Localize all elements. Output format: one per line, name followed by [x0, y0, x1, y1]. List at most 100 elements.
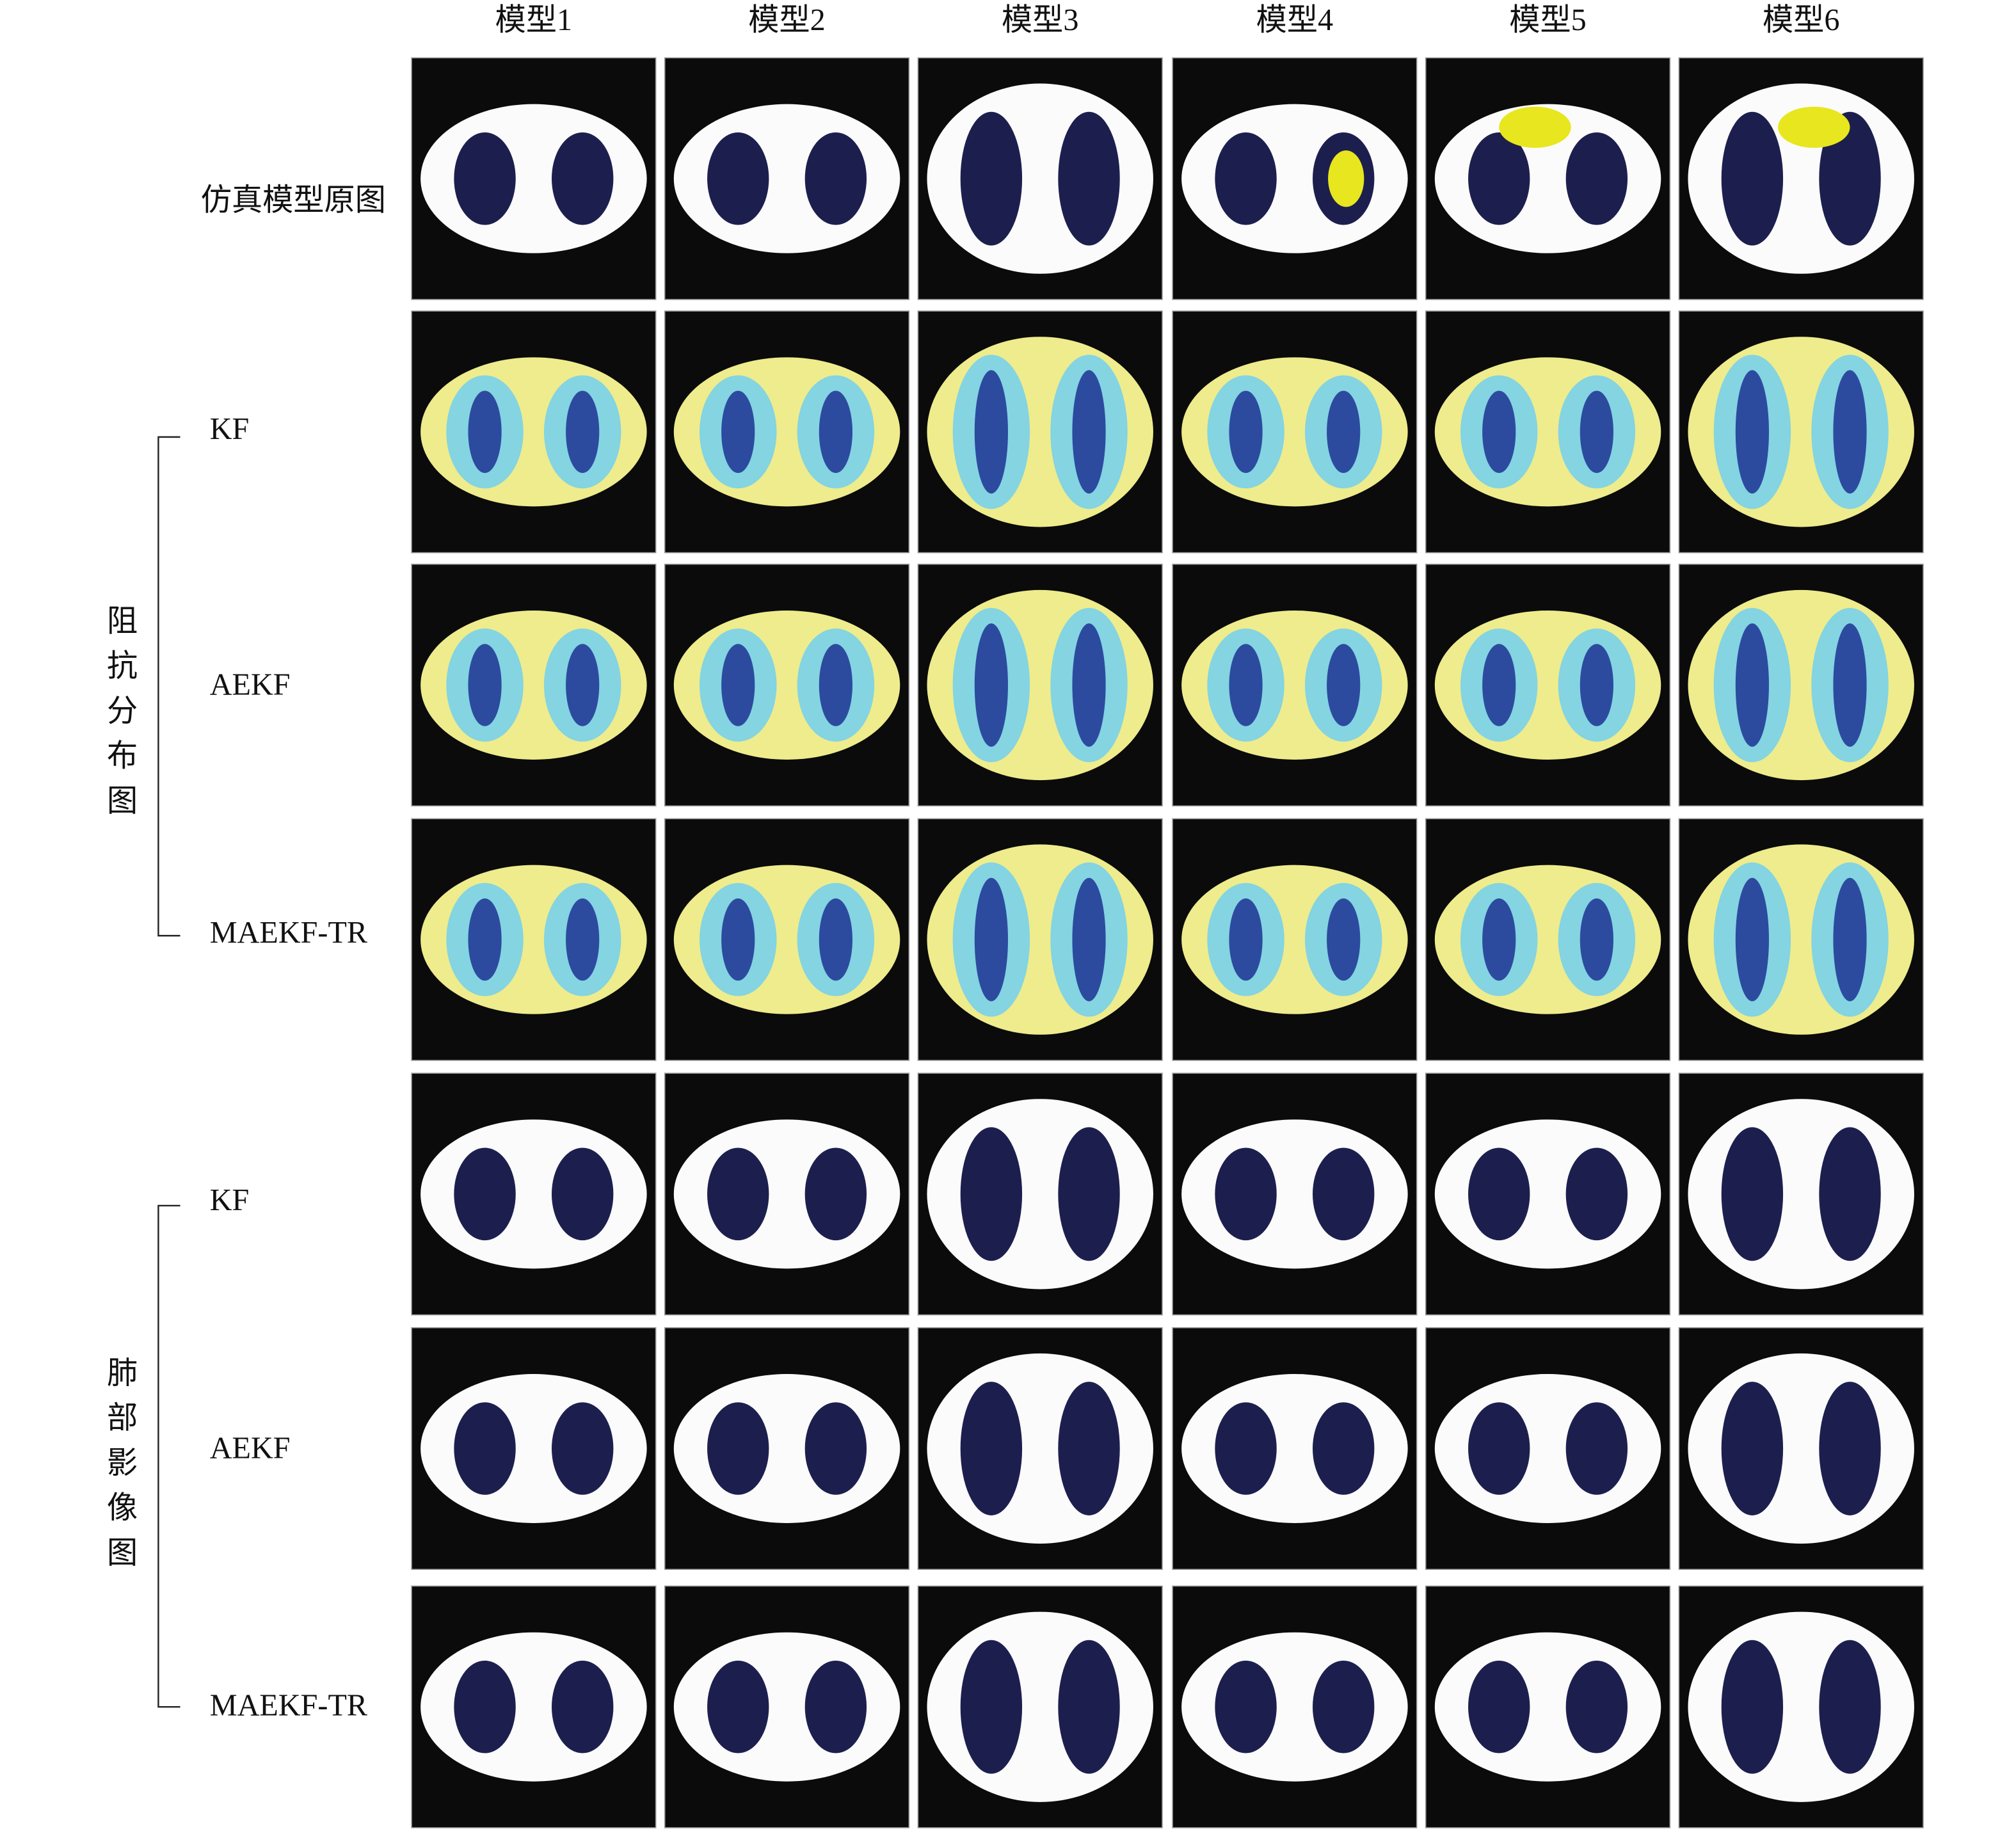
lung-inner [1072, 370, 1106, 494]
image-panel [1425, 57, 1671, 300]
lung-inner [468, 390, 502, 474]
lung [960, 1382, 1023, 1515]
image-panel [1425, 1585, 1671, 1828]
image-panel [664, 310, 910, 554]
lung [454, 1402, 516, 1495]
lung [1565, 1402, 1628, 1495]
lung [1468, 132, 1530, 225]
lung [1215, 1402, 1277, 1495]
lung-inner [1327, 390, 1361, 474]
lung [804, 1660, 867, 1753]
lesion [1778, 106, 1850, 148]
image-panel [917, 818, 1163, 1061]
lung [552, 1660, 614, 1753]
group-bracket [157, 436, 180, 937]
row-label: MAEKF-TR [210, 916, 368, 950]
image-panel [1425, 1073, 1671, 1316]
lung [1215, 1147, 1277, 1241]
lung [1312, 1660, 1375, 1753]
lung [1721, 111, 1784, 246]
lung-inner [566, 644, 600, 726]
image-panel [1425, 1327, 1671, 1570]
lung-inner [1833, 877, 1867, 1002]
row-label: AEKF [210, 1432, 291, 1466]
lung [1058, 111, 1120, 246]
lung-inner [1482, 390, 1516, 474]
group-bracket [157, 1204, 180, 1708]
lung-inner [1580, 898, 1613, 981]
lung [1819, 1382, 1881, 1515]
image-panel [917, 1327, 1163, 1570]
lung-inner [721, 644, 755, 726]
lung [1058, 1382, 1120, 1515]
lung-inner [974, 877, 1008, 1002]
lung-inner [1833, 370, 1867, 494]
lung [1468, 1660, 1530, 1753]
image-panel [664, 1327, 910, 1570]
image-panel [1172, 1327, 1418, 1570]
image-panel [917, 563, 1163, 807]
lung [552, 1147, 614, 1241]
lung-inner [1580, 390, 1613, 474]
image-panel [917, 1585, 1163, 1828]
lung [1721, 1127, 1784, 1261]
column-header: 模型5 [1509, 3, 1586, 37]
image-panel [1172, 818, 1418, 1061]
image-panel [917, 310, 1163, 554]
lung [454, 1660, 516, 1753]
image-panel [1678, 57, 1924, 300]
lung [804, 1402, 867, 1495]
lung [804, 132, 867, 225]
lung-inner [1580, 644, 1613, 726]
column-header: 模型6 [1763, 3, 1839, 37]
lung-inner [1735, 623, 1769, 747]
image-panel [1678, 1073, 1924, 1316]
lung-inner [468, 644, 502, 726]
lung-inner [721, 898, 755, 981]
image-panel [1172, 1585, 1418, 1828]
column-header: 模型2 [748, 3, 825, 37]
lung [1565, 1660, 1628, 1753]
lung-inner [566, 390, 600, 474]
lung [552, 1402, 614, 1495]
lung [1312, 1402, 1375, 1495]
image-panel [1678, 1585, 1924, 1828]
image-panel [1425, 563, 1671, 807]
image-panel [1172, 1073, 1418, 1316]
lung-inner [1833, 623, 1867, 747]
image-panel [917, 57, 1163, 300]
image-panel [1172, 57, 1418, 300]
lung [1215, 1660, 1277, 1753]
image-panel [664, 1585, 910, 1828]
lung [1468, 1402, 1530, 1495]
lung [1819, 1127, 1881, 1261]
lung [804, 1147, 867, 1241]
image-panel [917, 1073, 1163, 1316]
group-label: 肺部影像图 [102, 1356, 137, 1581]
lung [1565, 1147, 1628, 1241]
image-panel [1425, 818, 1671, 1061]
image-panel [1678, 1327, 1924, 1570]
lung [707, 1402, 769, 1495]
lung-inner [819, 644, 852, 726]
column-header: 模型1 [495, 3, 572, 37]
lesion [1328, 150, 1364, 207]
image-panel [1678, 818, 1924, 1061]
image-panel [411, 1073, 657, 1316]
lung-inner [468, 898, 502, 981]
lung-inner [1735, 877, 1769, 1002]
lung-inner [1327, 644, 1361, 726]
image-panel [664, 57, 910, 300]
image-panel [411, 310, 657, 554]
image-panel [1172, 310, 1418, 554]
image-panel [664, 818, 910, 1061]
lung-inner [1327, 898, 1361, 981]
lung [707, 132, 769, 225]
lung [1215, 132, 1277, 225]
lung [1721, 1382, 1784, 1515]
group-label: 阻抗分布图 [102, 604, 137, 829]
image-panel [1678, 310, 1924, 554]
lung-inner [1735, 370, 1769, 494]
row-label: MAEKF-TR [210, 1688, 368, 1722]
